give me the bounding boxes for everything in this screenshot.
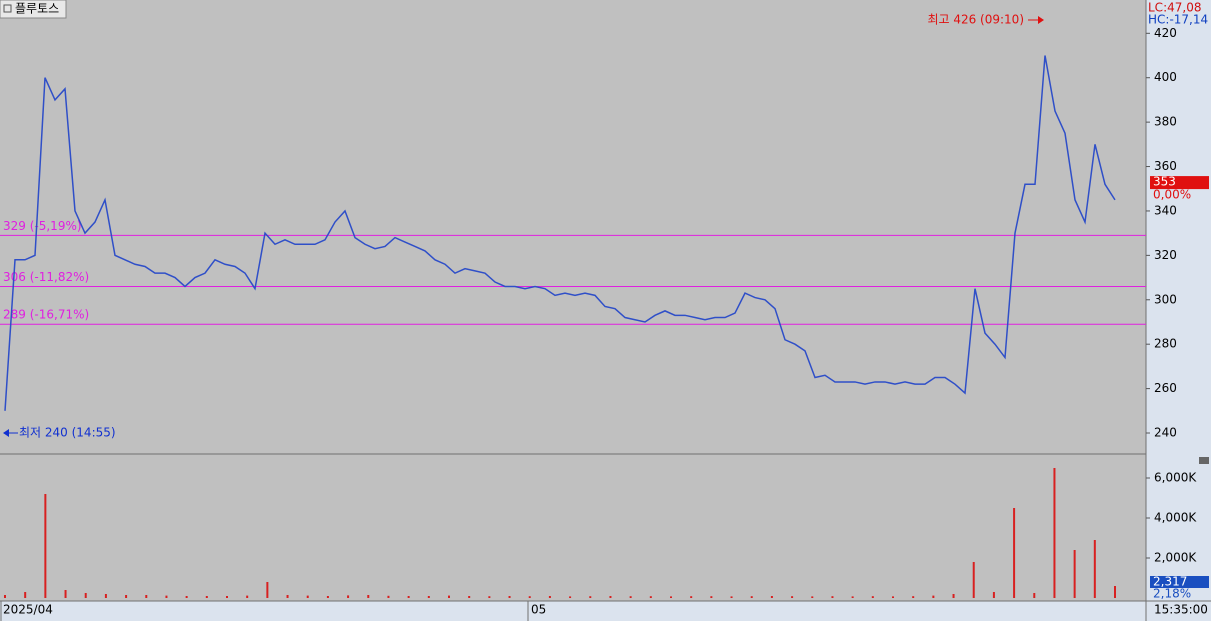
- low-label: 최저 240 (14:55): [19, 426, 116, 440]
- volume-bar: [892, 596, 894, 598]
- volume-bar: [488, 596, 491, 598]
- volume-bar: [407, 596, 410, 598]
- title-box: [0, 0, 67, 19]
- volume-bar: [165, 595, 168, 598]
- volume-bar: [266, 582, 269, 598]
- volume-bar: [44, 494, 47, 598]
- volume-bar: [84, 593, 87, 598]
- volume-bar: [347, 595, 350, 598]
- volume-bar: [427, 596, 430, 598]
- volume-bar: [64, 590, 67, 598]
- volume-bar: [569, 596, 572, 598]
- volume-bar: [629, 596, 632, 598]
- volume-bar: [690, 596, 693, 598]
- volume-bar: [367, 595, 370, 598]
- volume-bar: [508, 596, 511, 598]
- volume-bar: [326, 596, 329, 598]
- volume-bar: [972, 562, 975, 598]
- volume-bar: [1013, 508, 1016, 598]
- volume-bar: [932, 595, 935, 598]
- volume-bar: [912, 596, 915, 598]
- reference-label: 329 (-5,19%): [3, 219, 82, 233]
- volume-bar: [104, 594, 107, 598]
- high-label: 최고 426 (09:10): [927, 12, 1024, 26]
- y-tick-label: 240: [1154, 426, 1177, 440]
- volume-bar: [811, 596, 814, 598]
- last-price: 353: [1153, 175, 1176, 189]
- y-tick-label: 6,000K: [1154, 471, 1197, 485]
- close-button[interactable]: [1199, 457, 1209, 464]
- x-label: 2025/04: [3, 603, 53, 617]
- current-volume: 2,317: [1153, 575, 1187, 589]
- volume-box: [1150, 576, 1209, 588]
- volume-bar: [468, 596, 471, 598]
- y-tick-label: 300: [1154, 292, 1177, 306]
- volume-bar: [609, 596, 612, 598]
- volume-bar: [710, 596, 713, 598]
- volume-bar: [387, 595, 390, 598]
- title: 플루토스: [15, 2, 59, 16]
- y-tick-label: 320: [1154, 248, 1177, 262]
- volume-bar: [831, 596, 834, 598]
- volume-bar: [4, 595, 6, 598]
- volume-bar: [286, 595, 289, 598]
- volume-bar: [246, 595, 249, 598]
- y-tick-label: 280: [1154, 337, 1177, 351]
- volume-bar: [448, 595, 450, 598]
- volume-bar: [185, 596, 188, 598]
- volume-bar: [24, 592, 27, 598]
- last-change: 0,00%: [1153, 188, 1191, 202]
- volume-bar: [528, 596, 531, 598]
- time: 15:35:00: [1154, 603, 1208, 617]
- volume-change: 2,18%: [1153, 587, 1191, 601]
- y-tick-label: 420: [1154, 26, 1177, 40]
- price-line: [4, 55, 1116, 411]
- volume-bar: [791, 596, 794, 598]
- time-axis: [0, 601, 1211, 621]
- volume-bar: [730, 596, 733, 598]
- volume-bar: [851, 596, 854, 598]
- volume-bar: [750, 596, 753, 598]
- volume-bar: [205, 596, 208, 598]
- volume-bar: [589, 596, 592, 598]
- arrow: [3, 429, 9, 438]
- y-tick-label: 360: [1154, 159, 1177, 173]
- volume-bar: [548, 596, 551, 598]
- volume-bar: [226, 596, 228, 598]
- volume-bar: [871, 596, 874, 598]
- volume-bar: [125, 595, 128, 598]
- y-tick-label: 400: [1154, 70, 1177, 84]
- volume-bar: [1093, 540, 1096, 598]
- y-tick-label: 260: [1154, 381, 1177, 395]
- volume-bar: [1053, 468, 1056, 598]
- reference-label: 289 (-16,71%): [3, 308, 89, 322]
- y-tick-label: 4,000K: [1154, 511, 1197, 525]
- volume-bar: [1033, 593, 1036, 598]
- axis-panel: [1146, 0, 1211, 621]
- checkbox[interactable]: [3, 4, 12, 13]
- volume-bar: [992, 592, 995, 598]
- indicator: HC:-17,14: [1148, 13, 1208, 27]
- volume-bar: [670, 596, 672, 598]
- volume-bar: [1114, 586, 1116, 598]
- reference-label: 306 (-11,82%): [3, 270, 89, 284]
- volume-bar: [306, 595, 309, 598]
- x-label: 05: [531, 603, 546, 617]
- volume-bar: [770, 596, 773, 598]
- volume-bar: [649, 596, 652, 598]
- y-tick-label: 340: [1154, 203, 1177, 217]
- volume-bar: [145, 595, 148, 598]
- arrow: [1038, 15, 1044, 24]
- last-price-box: [1150, 176, 1209, 190]
- y-tick-label: 2,000K: [1154, 551, 1197, 565]
- y-tick-label: 380: [1154, 115, 1177, 129]
- volume-bar: [952, 594, 955, 598]
- volume-bar: [1073, 550, 1076, 598]
- indicator: LC:47,08: [1148, 1, 1201, 15]
